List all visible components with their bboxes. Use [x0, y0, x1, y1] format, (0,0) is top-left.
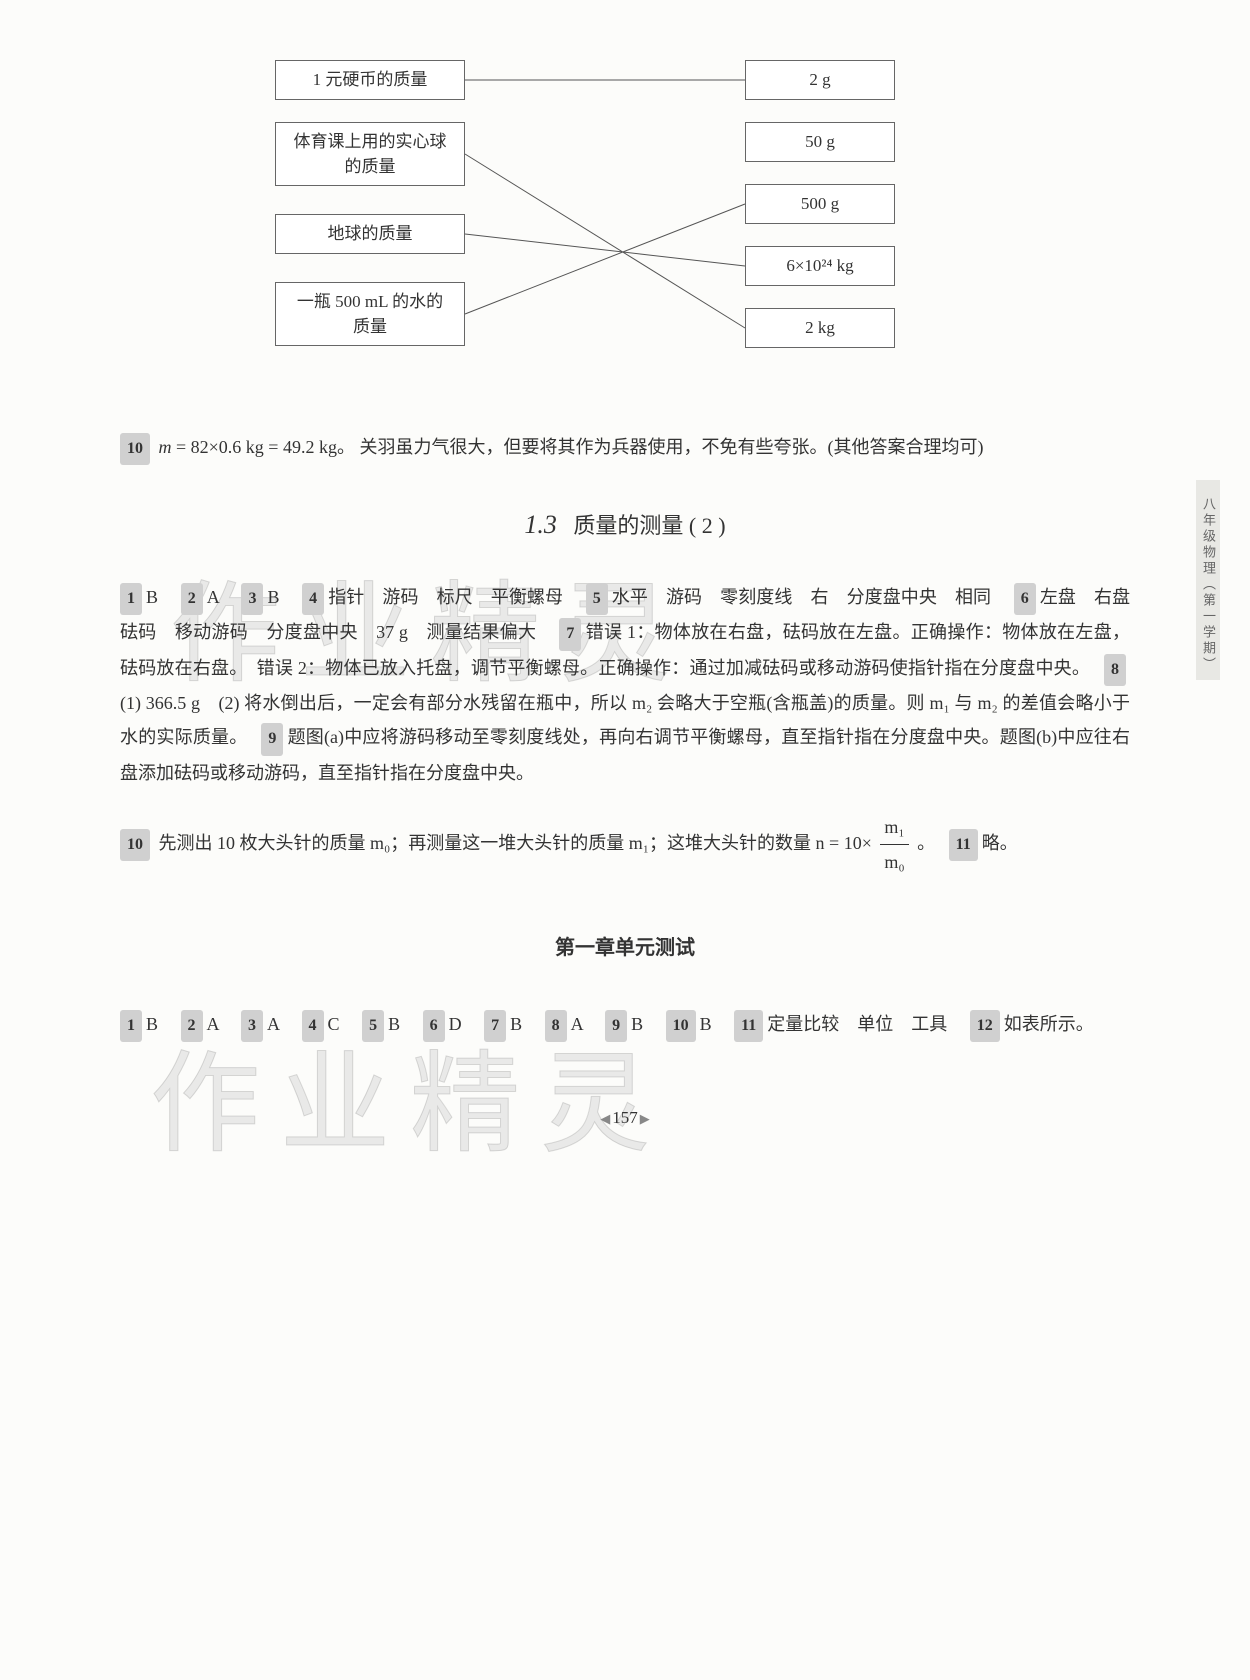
- s2-q7t: B: [510, 1014, 522, 1034]
- qnum-10: 10: [120, 433, 150, 465]
- s1-q7n: 7: [559, 618, 581, 650]
- s1-q5n: 5: [586, 583, 608, 615]
- s1-q3n: 3: [241, 583, 263, 615]
- s2-q11n: 11: [734, 1010, 763, 1042]
- page-number: ◀157▶: [120, 1102, 1130, 1134]
- s1-q1t: B: [146, 587, 158, 607]
- s1-q10-post: 。: [917, 833, 926, 853]
- s1-q1n: 1: [120, 583, 142, 615]
- frac-top: m₁: [880, 810, 908, 845]
- section2-answers: 1B 2A 3A 4C 5B 6D 7B 8A 9B 10B 11定量比较 单位…: [120, 1007, 1130, 1042]
- s1-q2n: 2: [181, 583, 203, 615]
- s1-q11n: 11: [949, 829, 978, 861]
- s2-q12n: 12: [970, 1010, 1000, 1042]
- matching-diagram: 1 元硬币的质量体育课上用的实心球的质量地球的质量一瓶 500 mL 的水的质量…: [275, 60, 975, 390]
- s2-q9t: B: [631, 1014, 643, 1034]
- q10-text: 关羽虽力气很大，但要将其作为兵器使用，不免有些夸张。(其他答案合理均可): [359, 437, 983, 457]
- s2-q9n: 9: [605, 1010, 627, 1042]
- diagram-right-box-4: 2 kg: [745, 308, 895, 348]
- tri-left-icon: ◀: [600, 1111, 610, 1126]
- s2-q12t: 如表所示。: [1004, 1014, 1094, 1034]
- s2-q10t: B: [700, 1014, 712, 1034]
- diagram-left-box-0: 1 元硬币的质量: [275, 60, 465, 100]
- fraction: m₁ m₀: [880, 810, 908, 879]
- diagram-right-box-0: 2 g: [745, 60, 895, 100]
- diagram-right-box-2: 500 g: [745, 184, 895, 224]
- s2-q6t: D: [449, 1014, 462, 1034]
- s2-q7n: 7: [484, 1010, 506, 1042]
- tri-right-icon: ▶: [640, 1111, 650, 1126]
- s2-q3n: 3: [241, 1010, 263, 1042]
- section1-a10: 10 先测出 10 枚大头针的质量 m₀；再测量这一堆大头针的质量 m₁；这堆大…: [120, 810, 1130, 879]
- s1-q3t: B: [267, 587, 279, 607]
- section-title-2: 第一章单元测试: [120, 929, 1130, 967]
- s2-q5n: 5: [362, 1010, 384, 1042]
- s2-q1n: 1: [120, 1010, 142, 1042]
- s1-q2t: A: [207, 587, 219, 607]
- s1-q10n: 10: [120, 829, 150, 861]
- diagram-left-box-1: 体育课上用的实心球的质量: [275, 122, 465, 186]
- page-content: 1 元硬币的质量体育课上用的实心球的质量地球的质量一瓶 500 mL 的水的质量…: [0, 0, 1250, 1175]
- s2-q8t: A: [571, 1014, 583, 1034]
- s2-q11t: 定量比较 单位 工具: [767, 1014, 947, 1034]
- s2-q8n: 8: [545, 1010, 567, 1042]
- s1-q8n: 8: [1104, 654, 1126, 686]
- diagram-right-box-3: 6×10²⁴ kg: [745, 246, 895, 286]
- q10-formula-m: m: [159, 437, 172, 457]
- s2-q1t: B: [146, 1014, 158, 1034]
- page-num-text: 157: [612, 1108, 638, 1127]
- s1-q10-pre: 先测出 10 枚大头针的质量 m₀；再测量这一堆大头针的质量 m₁；这堆大头针的…: [159, 833, 872, 853]
- section-title-1: 1.3 质量的测量 ( 2 ): [120, 500, 1130, 549]
- s1-q4t: 指针 游码 标尺 平衡螺母: [328, 587, 563, 607]
- s1-q9n: 9: [261, 723, 283, 755]
- s2-q2t: A: [207, 1014, 219, 1034]
- s2-q4t: C: [328, 1014, 340, 1034]
- s2-q4n: 4: [302, 1010, 324, 1042]
- section-name: 质量的测量 ( 2 ): [573, 513, 725, 538]
- s1-q4n: 4: [302, 583, 324, 615]
- diagram-right-box-1: 50 g: [745, 122, 895, 162]
- s2-q10n: 10: [666, 1010, 696, 1042]
- diagram-left-box-3: 一瓶 500 mL 的水的质量: [275, 282, 465, 346]
- s2-q5t: B: [388, 1014, 400, 1034]
- s1-q5t: 水平 游码 零刻度线 右 分度盘中央 相同: [612, 587, 991, 607]
- s2-q3t: A: [267, 1014, 279, 1034]
- diagram-left-box-2: 地球的质量: [275, 214, 465, 254]
- frac-bot: m₀: [880, 845, 908, 879]
- section1-answers: 1B 2A 3B 4指针 游码 标尺 平衡螺母 5水平 游码 零刻度线 右 分度…: [120, 580, 1130, 790]
- answer-10-top: 10 m = 82×0.6 kg = 49.2 kg。 关羽虽力气很大，但要将其…: [120, 430, 1130, 465]
- s1-q6n: 6: [1014, 583, 1036, 615]
- q10-formula: = 82×0.6 kg = 49.2 kg。: [172, 437, 355, 457]
- s2-q6n: 6: [423, 1010, 445, 1042]
- s1-q11t: 略。: [982, 833, 1018, 853]
- s2-q2n: 2: [181, 1010, 203, 1042]
- section-num: 1.3: [524, 510, 557, 539]
